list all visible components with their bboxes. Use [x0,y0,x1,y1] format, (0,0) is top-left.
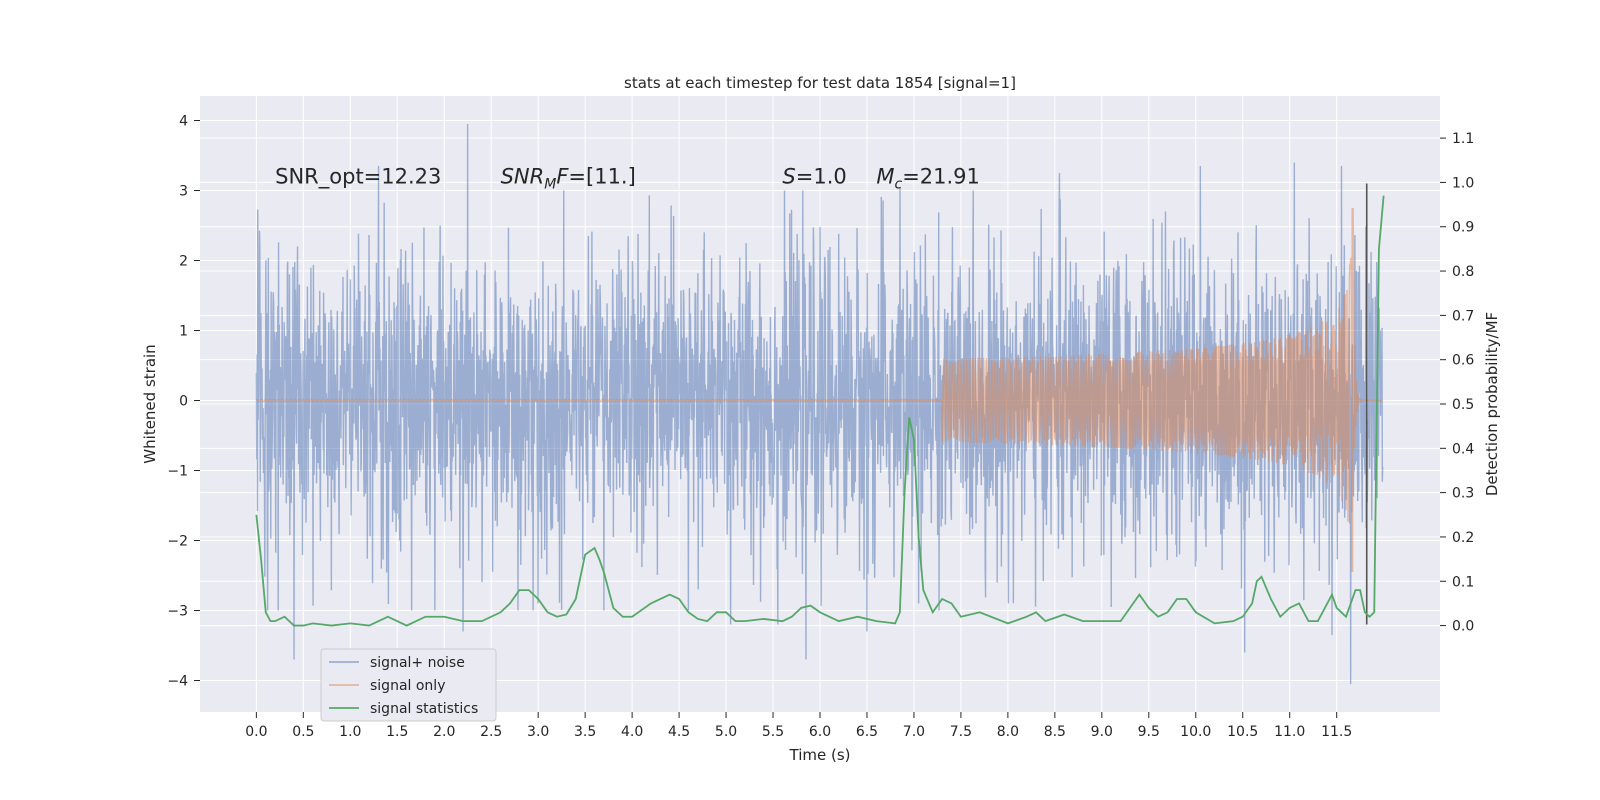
annotation-1: SNRMF=[11.] [501,165,636,193]
y-left-tick-label: −2 [167,534,188,550]
y-right-tick-label: 0.6 [1452,353,1474,369]
x-axis-label: Time (s) [789,746,851,764]
y-axis-label-right: Detection probability/MF [1483,312,1501,496]
x-tick-label: 7.5 [950,724,972,740]
x-tick-label: 3.5 [574,724,596,740]
y-left-tick-label: −4 [167,674,188,690]
annotation-3: Mc=21.91 [876,165,980,193]
x-tick-label: 5.0 [715,724,737,740]
y-right-tick-label: 0.7 [1452,308,1474,324]
y-left-tick-label: −3 [167,604,188,620]
x-tick-label: 0.5 [292,724,314,740]
x-tick-label: 5.5 [762,724,784,740]
y-right-tick-label: 0.9 [1452,220,1474,236]
y-right-tick-label: 0.4 [1452,441,1474,457]
legend-box [320,648,497,722]
x-tick-label: 1.5 [386,724,408,740]
annotation-2: S=1.0 [782,165,846,189]
legend-label-signal-only: signal only [370,678,445,694]
y-left-tick-label: −1 [167,464,188,480]
x-tick-label: 2.0 [433,724,455,740]
legend-label-signal-statistics: signal statistics [370,701,478,717]
series-layer [255,123,1385,685]
x-tick-label: 9.5 [1138,724,1160,740]
y-right-tick-label: 0.0 [1452,619,1474,635]
x-tick-label: 4.5 [668,724,690,740]
annotation-0: SNR_opt=12.23 [275,165,441,190]
y-left-tick-label: 0 [179,394,188,410]
y-right-tick-label: 0.3 [1452,486,1474,502]
series-signal-statistics-line [255,195,1385,627]
y-right-tick-label: 1.1 [1452,131,1474,147]
legend-label-signal-noise: signal+ noise [370,655,465,671]
x-tick-label: 4.0 [621,724,643,740]
x-tick-label: 0.0 [245,724,267,740]
x-tick-label: 9.0 [1091,724,1113,740]
x-tick-label: 10.5 [1227,724,1258,740]
y-left-tick-label: 1 [179,324,188,340]
y-right-tick-label: 0.1 [1452,574,1474,590]
y-right-tick-label: 1.0 [1452,175,1474,191]
y-left-tick-label: 2 [179,254,188,270]
x-tick-label: 6.0 [809,724,831,740]
y-right-tick-label: 0.5 [1452,397,1474,413]
x-tick-label: 11.5 [1321,724,1352,740]
x-tick-label: 10.0 [1180,724,1211,740]
ticks: 0.0 0.5 1.0 1.5 2.0 2.5 3.0 3.5 4.0 4.5 5.0 5.5 6.0 6… [167,114,1474,741]
y-left-tick-label: 3 [179,184,188,200]
annotations: SNR_opt=12.23 SNRMF=[11.] S=1.0 Mc=21.91 [275,165,980,193]
x-tick-label: 1.0 [339,724,361,740]
y-left-tick-label: 4 [179,114,188,130]
x-tick-label: 8.5 [1044,724,1066,740]
y-right-tick-label: 0.8 [1452,264,1474,280]
x-tick-label: 2.5 [480,724,502,740]
series-signal-only-line [255,207,1383,573]
legend: signal+ noise signal only signal statist… [320,648,497,722]
y-axis-label-left: Whitened strain [141,344,159,463]
y-right-tick-label: 0.2 [1452,530,1474,546]
x-tick-label: 11.0 [1274,724,1305,740]
x-tick-label: 7.0 [903,724,925,740]
x-tick-label: 3.0 [527,724,549,740]
x-tick-label: 6.5 [856,724,878,740]
chart-title: stats at each timestep for test data 185… [624,74,1016,92]
x-tick-label: 8.0 [997,724,1019,740]
